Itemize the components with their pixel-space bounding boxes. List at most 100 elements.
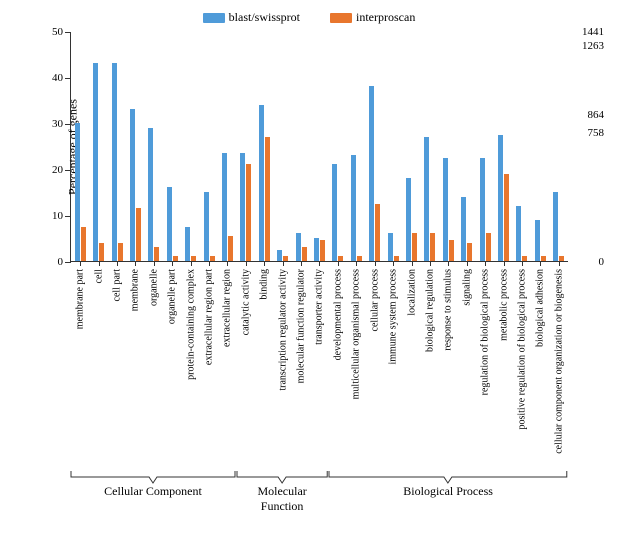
- x-label: membrane part: [75, 269, 86, 329]
- bar-blast: [93, 63, 98, 261]
- group-label: Cellular Component: [70, 484, 236, 499]
- y-tick: [65, 78, 71, 79]
- go-annotation-chart: blast/swissprot interproscan Percentage …: [10, 10, 608, 531]
- bar-blast: [185, 227, 190, 262]
- right-axis-label: 864: [588, 109, 605, 121]
- bar-group: cellular component organization or bioge…: [550, 32, 568, 261]
- bar-blast: [498, 135, 503, 262]
- bar-group: catalytic activity: [237, 32, 255, 261]
- bar-blast: [277, 250, 282, 262]
- legend: blast/swissprot interproscan: [10, 10, 608, 25]
- group-label: Molecular Function: [236, 484, 328, 514]
- group-bracket: Biological Process: [328, 470, 568, 484]
- bar-interproscan: [302, 247, 307, 261]
- bar-group: organelle part: [163, 32, 181, 261]
- x-tick: [356, 261, 357, 266]
- bar-interproscan: [191, 256, 196, 261]
- bar-blast: [296, 233, 301, 261]
- x-tick: [559, 261, 560, 266]
- y-tick-label: 40: [52, 72, 63, 84]
- bar-group: multicellular organismal process: [347, 32, 365, 261]
- bar-group: transporter activity: [310, 32, 328, 261]
- x-label: developmental process: [332, 269, 343, 360]
- bar-group: membrane: [126, 32, 144, 261]
- y-tick-label: 0: [58, 256, 64, 268]
- bar-interproscan: [154, 247, 159, 261]
- y-tick-label: 10: [52, 210, 63, 222]
- x-tick: [338, 261, 339, 266]
- y-tick-label: 50: [52, 26, 63, 38]
- x-label: membrane: [130, 269, 141, 311]
- legend-swatch: [330, 13, 352, 23]
- bar-blast: [204, 192, 209, 261]
- bar-blast: [461, 197, 466, 261]
- bar-blast: [443, 158, 448, 262]
- bar-group: cell: [89, 32, 107, 261]
- x-label: biological regulation: [424, 269, 435, 352]
- x-tick: [191, 261, 192, 266]
- bracket-icon: [236, 470, 328, 484]
- x-tick: [448, 261, 449, 266]
- bar-interproscan: [504, 174, 509, 261]
- bar-blast: [75, 123, 80, 261]
- x-label: transporter activity: [314, 269, 325, 345]
- x-tick: [117, 261, 118, 266]
- bar-interproscan: [412, 233, 417, 261]
- bar-blast: [424, 137, 429, 261]
- bar-interproscan: [430, 233, 435, 261]
- bar-group: localization: [402, 32, 420, 261]
- x-tick: [246, 261, 247, 266]
- bar-interproscan: [81, 227, 86, 262]
- bar-group: extracellular region: [218, 32, 236, 261]
- y-tick: [65, 262, 71, 263]
- bar-interproscan: [265, 137, 270, 261]
- bar-blast: [259, 105, 264, 261]
- x-tick: [393, 261, 394, 266]
- bar-group: protein-containing complex: [181, 32, 199, 261]
- bar-group: extracellular region part: [200, 32, 218, 261]
- plot-area: Percentage of genes membrane partcellcel…: [70, 32, 568, 262]
- bar-blast: [516, 206, 521, 261]
- bar-blast: [240, 153, 245, 261]
- bar-interproscan: [118, 243, 123, 261]
- bar-interproscan: [394, 256, 399, 261]
- bar-interproscan: [228, 236, 233, 261]
- x-label: protein-containing complex: [185, 269, 196, 380]
- x-tick: [227, 261, 228, 266]
- bar-group: positive regulation of biological proces…: [513, 32, 531, 261]
- bar-group: immune system process: [384, 32, 402, 261]
- bar-interproscan: [210, 256, 215, 261]
- x-tick: [301, 261, 302, 266]
- y-tick-label: 20: [52, 164, 63, 176]
- bar-blast: [388, 233, 393, 261]
- x-tick: [209, 261, 210, 266]
- bar-blast: [222, 153, 227, 261]
- bar-blast: [535, 220, 540, 261]
- bar-interproscan: [99, 243, 104, 261]
- x-label: extracellular region: [222, 269, 233, 347]
- right-axis-label: 1441: [582, 26, 604, 38]
- bar-interproscan: [320, 240, 325, 261]
- bar-interproscan: [173, 256, 178, 261]
- bracket-icon: [328, 470, 568, 484]
- x-tick: [99, 261, 100, 266]
- bar-group: response to stimulus: [439, 32, 457, 261]
- x-label: transcription regulator activity: [277, 269, 288, 391]
- x-tick: [264, 261, 265, 266]
- y-tick: [65, 32, 71, 33]
- x-label: cell: [93, 269, 104, 283]
- right-axis-label: 1263: [582, 40, 604, 52]
- bar-blast: [351, 155, 356, 261]
- legend-item: blast/swissprot: [203, 10, 300, 25]
- y-tick: [65, 124, 71, 125]
- bar-group: biological adhesion: [531, 32, 549, 261]
- bar-blast: [406, 178, 411, 261]
- bar-blast: [553, 192, 558, 261]
- y-tick-label: 30: [52, 118, 63, 130]
- legend-label: blast/swissprot: [229, 10, 300, 25]
- y-tick: [65, 216, 71, 217]
- x-label: regulation of biological process: [480, 269, 491, 395]
- category-groups: Cellular Component Molecular Function Bi…: [70, 470, 568, 510]
- y-tick: [65, 170, 71, 171]
- x-label: metabolic process: [498, 269, 509, 341]
